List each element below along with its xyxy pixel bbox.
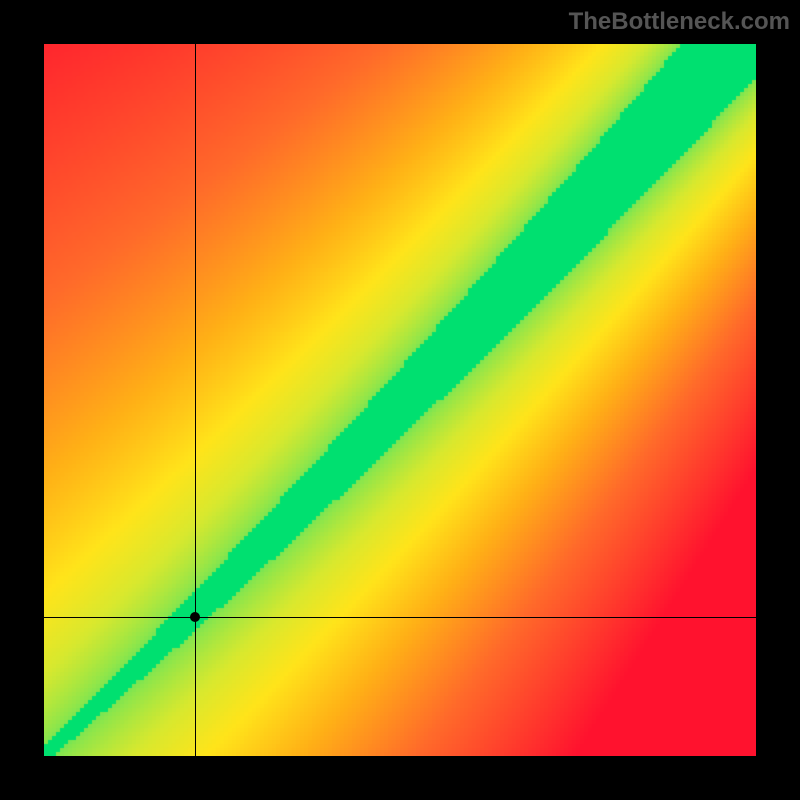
watermark-text: TheBottleneck.com xyxy=(569,8,790,36)
crosshair-dot xyxy=(190,612,200,622)
heatmap-canvas xyxy=(44,44,756,756)
heatmap-plot xyxy=(44,44,756,756)
crosshair-vertical xyxy=(195,44,196,756)
crosshair-horizontal xyxy=(44,617,756,618)
